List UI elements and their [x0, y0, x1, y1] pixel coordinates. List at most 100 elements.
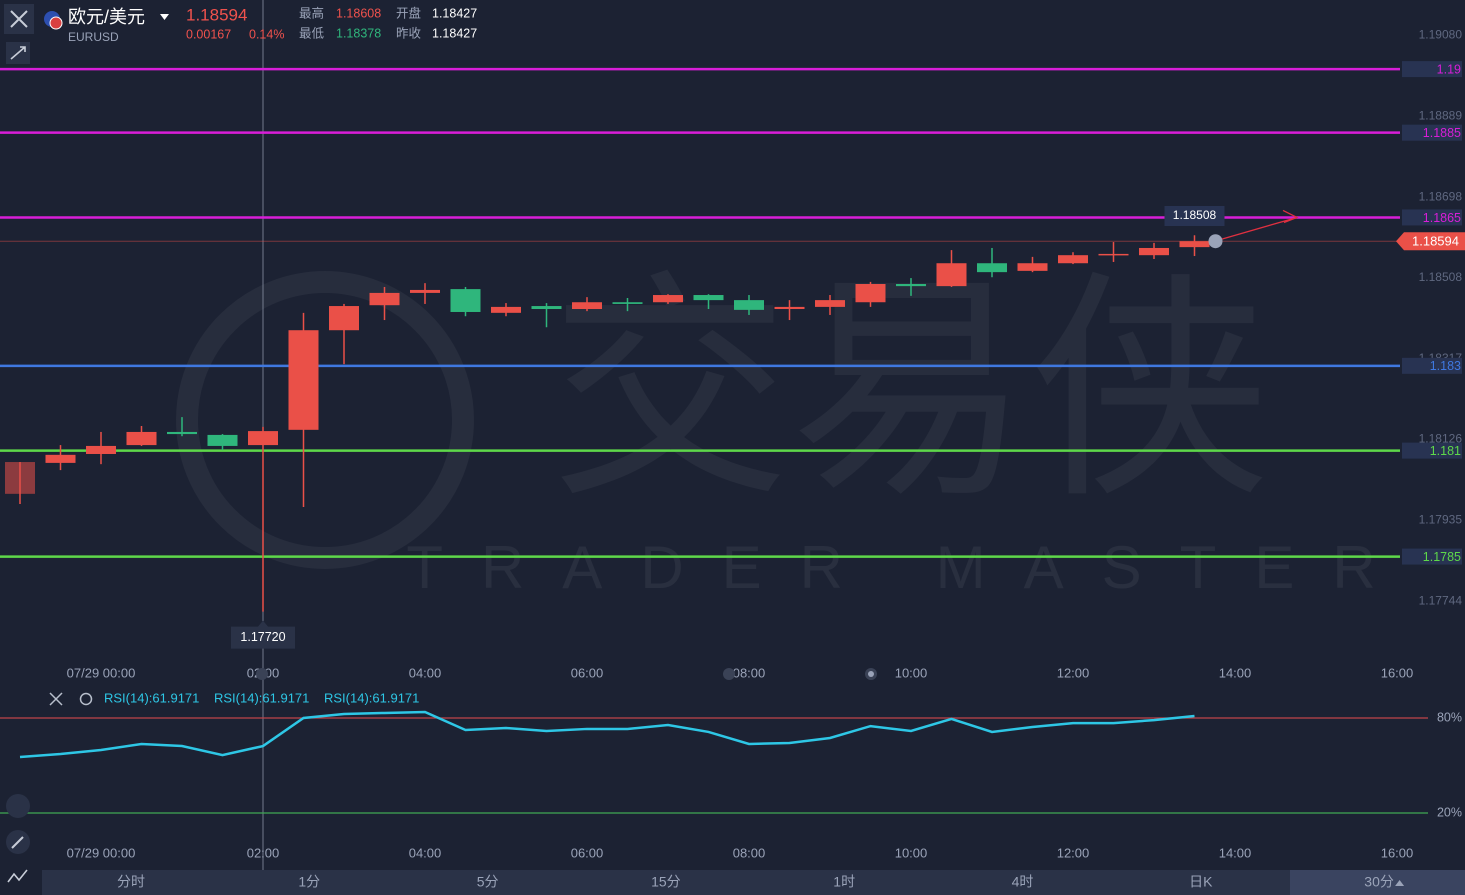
- stat-value: 1.18608: [336, 6, 381, 20]
- x-tick-label: 08:00: [733, 665, 766, 680]
- level-label: 1.1865: [1423, 211, 1461, 225]
- toolbar-selected[interactable]: [1290, 870, 1465, 895]
- period-button[interactable]: 1时: [833, 874, 855, 890]
- candle-body: [5, 462, 35, 494]
- candle-body: [329, 306, 359, 331]
- stat-value: 1.18427: [432, 6, 477, 20]
- stat-value: 1.18427: [432, 26, 477, 40]
- level-tag: [1402, 442, 1462, 459]
- candle-body: [491, 306, 521, 313]
- candle-body: [126, 431, 157, 446]
- tool-button[interactable]: [6, 42, 30, 64]
- candle-body: [612, 302, 643, 304]
- candle-body: [896, 284, 926, 287]
- level-label: 1.19: [1437, 62, 1461, 76]
- level-label: 1.1885: [1423, 126, 1461, 140]
- x-tick-label: 12:00: [1057, 845, 1090, 860]
- stat-value: 1.18378: [336, 26, 381, 40]
- indicator-settings[interactable]: [79, 692, 93, 706]
- y-tick-label: 1.19080: [1419, 27, 1463, 41]
- tool-chart[interactable]: [7, 869, 28, 883]
- candle-body: [1098, 253, 1129, 256]
- period-button[interactable]: 4时: [1012, 874, 1034, 890]
- period-button[interactable]: 日K: [1189, 874, 1213, 890]
- candle-body: [572, 302, 602, 310]
- axis-marker[interactable]: [723, 668, 735, 680]
- period-arrow[interactable]: [1395, 880, 1405, 886]
- y-tick-label: 1.18126: [1419, 432, 1463, 446]
- level-tag: [1402, 61, 1462, 78]
- y-tick-label: 1.17935: [1419, 513, 1463, 527]
- candle-body: [693, 295, 724, 301]
- legend-entry: RSI(14):61.9171: [104, 690, 199, 705]
- pen-icon[interactable]: [11, 836, 24, 849]
- candle-body: [410, 289, 440, 293]
- stat-label: 最低: [299, 26, 325, 40]
- candle-body: [1179, 241, 1210, 248]
- level-tag: [1402, 124, 1462, 141]
- toolbar: [42, 870, 1465, 895]
- low-annotation-box: [231, 620, 295, 649]
- period-button[interactable]: 5分: [477, 874, 499, 890]
- candle-body: [774, 306, 805, 310]
- dropdown-arrow[interactable]: [160, 14, 169, 20]
- x-tick-label: 10:00: [895, 665, 928, 680]
- expand-icon[interactable]: [10, 46, 26, 60]
- legend-entry: RSI(14):61.9171: [324, 690, 419, 705]
- candle-body: [977, 263, 1007, 273]
- period-button[interactable]: 15分: [651, 874, 681, 890]
- tool-indicators[interactable]: [6, 794, 30, 818]
- axis-marker[interactable]: [256, 668, 268, 680]
- close-indicator[interactable]: [49, 692, 63, 706]
- close-button[interactable]: [4, 4, 34, 34]
- y-tick-label: 1.17744: [1419, 594, 1463, 608]
- period-button[interactable]: 30分: [1364, 874, 1394, 890]
- axis-marker-dot[interactable]: [868, 671, 874, 677]
- stat-label: 最高: [299, 5, 324, 20]
- candle-body: [248, 431, 278, 446]
- candle-body: [450, 289, 481, 312]
- legend-entry: RSI(14):61.9171: [214, 690, 309, 705]
- level-label: 1.183: [1430, 359, 1461, 373]
- candle-body: [45, 454, 76, 463]
- x-tick-label: 07/29 00:00: [67, 845, 136, 860]
- info-icon: [1208, 234, 1223, 249]
- last-price-label: 1.18594: [1412, 234, 1459, 249]
- watermark-logo: [176, 271, 474, 569]
- drawing-label: 1.18508: [1173, 208, 1217, 222]
- period-button[interactable]: 分时: [117, 874, 145, 890]
- x-tick-label: 14:00: [1219, 665, 1252, 680]
- candle-body: [734, 300, 764, 310]
- y-tick-label: 80%: [1437, 710, 1462, 724]
- x-tick-label: 02:00: [247, 845, 280, 860]
- level-tag: [1402, 548, 1462, 565]
- change-pct: 0.14%: [249, 27, 284, 41]
- stat-label: 昨收: [396, 26, 422, 40]
- trend-arrow: [1214, 216, 1298, 242]
- y-tick-label: 1.18508: [1419, 270, 1463, 284]
- y-tick-label: 1.18889: [1419, 108, 1463, 122]
- candle-body: [815, 300, 845, 307]
- x-tick-label: 06:00: [571, 665, 604, 680]
- change: 0.00167: [186, 27, 231, 41]
- x-tick-label: 12:00: [1057, 665, 1090, 680]
- level-tag: [1402, 357, 1462, 374]
- y-tick-label: 20%: [1437, 805, 1462, 819]
- candle-body: [288, 330, 319, 430]
- candle-body: [855, 284, 886, 303]
- rsi-line: [19, 710, 1195, 759]
- period-button[interactable]: 1分: [298, 874, 320, 890]
- level-label: 1.181: [1430, 444, 1461, 458]
- candle-body: [86, 445, 116, 454]
- close-icon[interactable]: [10, 10, 28, 28]
- candle-body: [167, 431, 197, 435]
- stat-label: 开盘: [396, 5, 421, 20]
- x-tick-label: 16:00: [1381, 665, 1414, 680]
- price: 1.18594: [186, 5, 247, 24]
- level-label: 1.1785: [1423, 550, 1461, 564]
- x-tick-label: 07/29 00:00: [67, 665, 136, 680]
- candle-body: [1017, 263, 1048, 271]
- x-tick-label: 14:00: [1219, 845, 1252, 860]
- symbol-name[interactable]: 欧元/美元: [68, 7, 145, 27]
